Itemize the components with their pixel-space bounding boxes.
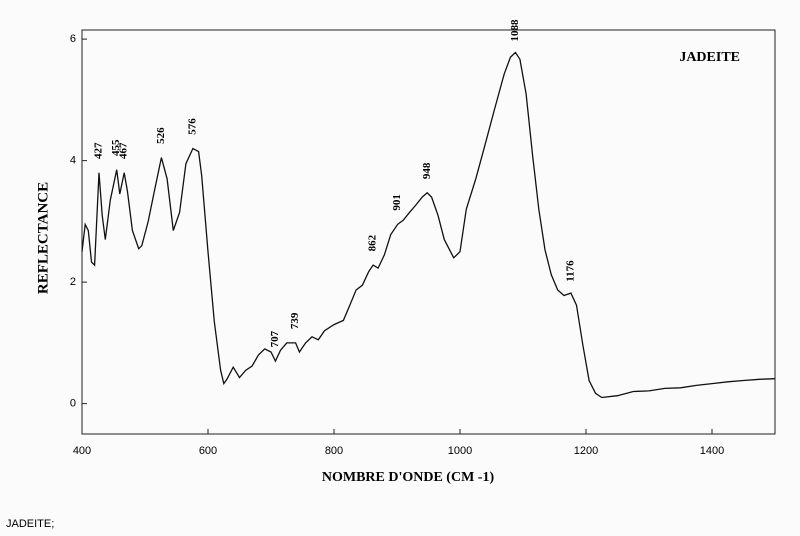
peak-label: 1176 [564, 260, 576, 282]
spectrum-line [81, 51, 776, 399]
peak-label: 707 [269, 330, 281, 347]
y-tick-label: 4 [70, 155, 76, 167]
x-tick-label: 1000 [448, 445, 472, 457]
x-tick-label: 800 [325, 445, 343, 457]
peak-label: 467 [118, 142, 130, 159]
y-tick-label: 2 [70, 276, 76, 288]
peak-label: 1088 [509, 19, 521, 42]
x-tick-label: 600 [199, 445, 217, 457]
caption: JADEITE; [6, 518, 54, 530]
x-tick-label: 1200 [574, 445, 598, 457]
chart-title: JADEITE [679, 50, 740, 65]
peak-label: 455 [110, 139, 122, 156]
y-tick-label: 6 [70, 33, 76, 45]
peak-label: 739 [289, 312, 301, 329]
plot-frame [81, 29, 776, 435]
peak-label: 901 [391, 194, 403, 211]
peak-label: 427 [93, 142, 105, 159]
x-tick-label: 400 [73, 445, 91, 457]
peak-label: 862 [367, 234, 379, 251]
peak-label: 526 [155, 127, 167, 144]
x-axis-label: NOMBRE D'ONDE (CM -1) [322, 470, 495, 485]
y-axis-label: REFLECTANCE [35, 182, 51, 294]
peak-label: 948 [421, 162, 433, 179]
y-tick-label: 0 [70, 398, 76, 410]
peak-label: 576 [186, 118, 198, 135]
x-tick-label: 1400 [700, 445, 724, 457]
